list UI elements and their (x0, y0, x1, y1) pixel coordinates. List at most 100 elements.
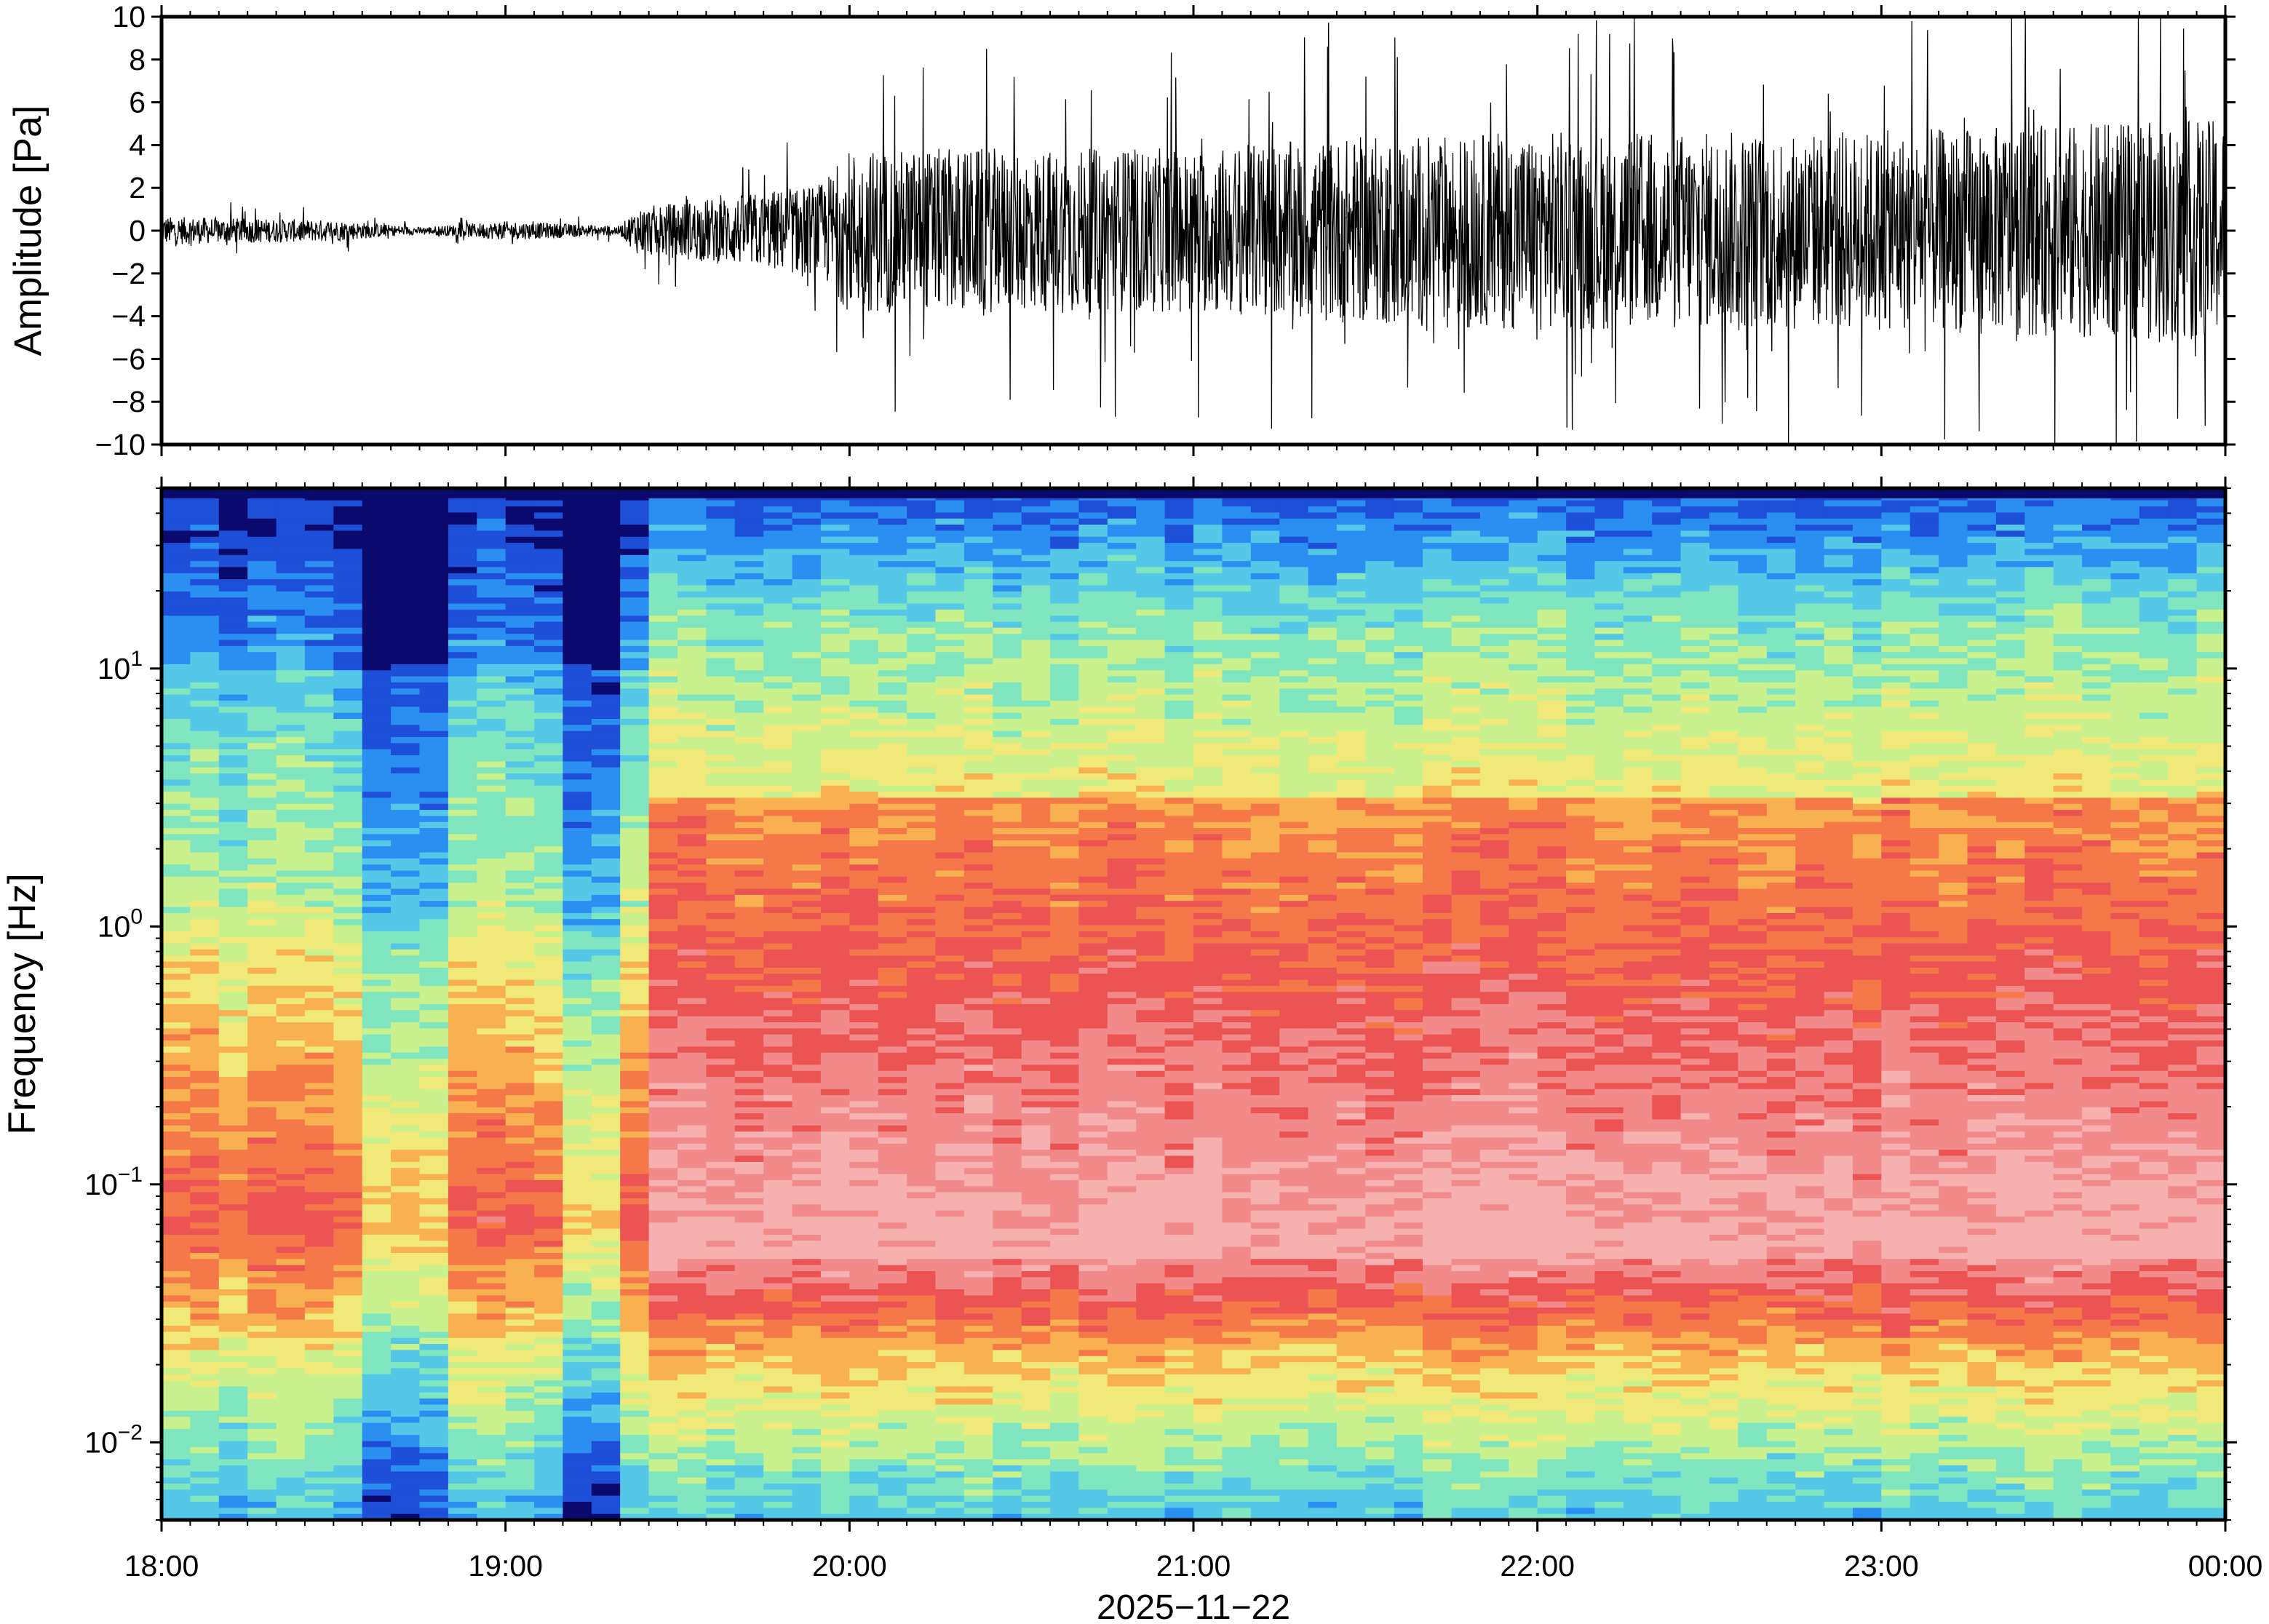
spectrogram-cell (505, 846, 535, 853)
spectrogram-cell (620, 1198, 650, 1205)
spectrogram-cell (419, 591, 449, 598)
spectrogram-cell (591, 883, 621, 890)
spectrogram-cell (333, 603, 363, 610)
spectrogram-cell (419, 1150, 449, 1157)
spectrogram-cell (563, 554, 592, 562)
spectrogram-cell (591, 1484, 621, 1490)
spectrogram-cell (534, 986, 564, 992)
spectrogram-cell (706, 1502, 736, 1508)
spectrogram-cell (448, 810, 477, 816)
spectrogram-cell (677, 1246, 707, 1254)
spectrogram-cell (620, 974, 650, 981)
spectrogram-cell (963, 549, 993, 556)
spectrogram-cell (677, 1186, 707, 1193)
spectrogram-cell (304, 979, 334, 987)
spectrogram-cell (391, 652, 421, 659)
spectrogram-cell (304, 1380, 334, 1388)
spectrogram-cell (247, 931, 277, 938)
spectrogram-cell (907, 864, 937, 872)
spectrogram-cell (534, 1064, 564, 1072)
spectrogram-cell (935, 731, 965, 738)
spectrogram-cell (362, 1016, 392, 1023)
spectrogram-cell (333, 1022, 363, 1029)
spectrogram-cell (563, 888, 592, 896)
spectrogram-cell (448, 1064, 477, 1072)
spectrogram-cell (591, 979, 621, 987)
spectrogram-cell (792, 670, 822, 677)
spectrogram-cell (620, 846, 650, 853)
spectrogram-cell (362, 518, 392, 525)
spectrogram-cell (792, 1143, 822, 1150)
spectrogram-cell (706, 1246, 736, 1254)
spectrogram-cell (563, 500, 592, 507)
spectrogram-cell (792, 846, 822, 853)
spectrogram-cell (878, 1513, 907, 1520)
spectrogram-cell (304, 779, 334, 787)
spectrogram-cell (907, 1271, 937, 1278)
spectrogram-cell (563, 573, 592, 580)
spectrogram-cell (648, 664, 678, 671)
spectrogram-cell (304, 1495, 334, 1502)
spectrogram-cell (247, 1422, 277, 1430)
spectrogram-cell (563, 792, 592, 798)
spectrogram-cell (505, 912, 535, 920)
spectrogram-cell (477, 1022, 506, 1029)
spectrogram-cell (591, 1192, 621, 1199)
spectrogram-cell (419, 816, 449, 823)
spectrogram-cell (218, 1428, 248, 1436)
spectrogram-cell (763, 1179, 793, 1187)
spectrogram-cell (734, 1404, 764, 1412)
spectrogram-cell (792, 907, 822, 914)
spectrogram-cell (878, 1179, 907, 1187)
spectrogram-cell (820, 1477, 850, 1484)
spectrogram-cell (534, 937, 564, 944)
spectrogram-cell (218, 1088, 248, 1096)
spectrogram-cell (218, 1441, 248, 1448)
spectrogram-cell (706, 810, 736, 816)
spectrogram-cell (276, 803, 306, 811)
spectrogram-cell (505, 549, 535, 556)
spectrogram-cell (706, 652, 736, 659)
spectrogram-cell (763, 543, 793, 549)
spectrogram-cell (247, 1386, 277, 1393)
spectrogram-cell (878, 840, 907, 847)
spectrogram-cell (218, 700, 248, 707)
spectrogram-cell (218, 1502, 248, 1508)
spectrogram-cell (648, 1241, 678, 1248)
spectrogram-cell (706, 888, 736, 896)
spectrogram-cell (419, 1477, 449, 1484)
spectrogram-cell (563, 1410, 592, 1417)
spectrogram-cell (505, 749, 535, 756)
spectrogram-cell (677, 640, 707, 647)
spectrogram-cell (218, 1495, 248, 1502)
spectrogram-cell (477, 779, 506, 787)
spectrogram-cell (820, 670, 850, 677)
spectrogram-cell (333, 688, 363, 696)
spectrogram-cell (190, 864, 220, 872)
spectrogram-cell (304, 834, 334, 841)
spectrogram-cell (190, 834, 220, 841)
spectrogram-cell (620, 1344, 650, 1350)
spectrogram-cell (820, 1495, 850, 1502)
spectrogram-cell (448, 1131, 477, 1139)
spectrogram-cell (935, 573, 965, 580)
spectrogram-cell (362, 931, 392, 938)
spectrogram-cell (247, 755, 277, 762)
spectrogram-cell (907, 901, 937, 908)
spectrogram-cell (620, 864, 650, 872)
spectrogram-cell (734, 834, 764, 841)
spectrogram-cell (333, 1495, 363, 1502)
spectrogram-cell (620, 640, 650, 647)
spectrogram-cell (162, 1040, 191, 1047)
spectrogram-cell (563, 1137, 592, 1145)
spectrogram-cell (391, 803, 421, 811)
spectrogram-cell (190, 943, 220, 950)
spectrogram-cell (218, 979, 248, 987)
spectrogram-cell (247, 1362, 277, 1369)
spectrogram-cell (820, 549, 850, 556)
spectrogram-cell (333, 779, 363, 787)
spectrogram-cell (534, 1344, 564, 1350)
spectrogram-cell (792, 1168, 822, 1175)
spectrogram-cell (534, 901, 564, 908)
